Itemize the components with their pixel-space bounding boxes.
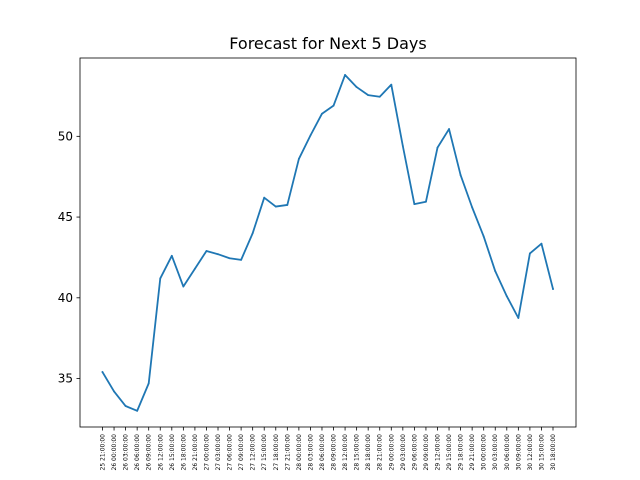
data-point <box>355 86 358 88</box>
data-point <box>240 258 243 261</box>
x-tick-label: 29 03:00:00 <box>400 434 407 471</box>
data-point <box>147 382 150 385</box>
data-point <box>344 74 346 76</box>
x-tick-label: 29 00:00:00 <box>388 434 395 471</box>
x-tick-label: 28 18:00:00 <box>365 434 372 471</box>
data-point <box>136 409 139 412</box>
y-tick-label: 35 <box>58 372 73 386</box>
data-point <box>159 277 162 280</box>
x-tick-label: 26 21:00:00 <box>192 434 199 471</box>
x-tick-label: 30 12:00:00 <box>527 434 534 471</box>
data-point <box>448 128 450 130</box>
data-point <box>274 205 277 208</box>
data-point <box>425 200 427 203</box>
data-point <box>390 83 393 86</box>
y-tick-label: 50 <box>58 129 73 143</box>
data-point <box>494 270 497 273</box>
x-tick-label: 28 12:00:00 <box>342 434 349 471</box>
x-tick-label: 30 09:00:00 <box>515 434 522 471</box>
x-tick-label: 30 15:00:00 <box>538 434 545 471</box>
data-point <box>517 317 520 319</box>
x-tick-label: 28 09:00:00 <box>331 434 338 471</box>
x-tick-label: 26 09:00:00 <box>146 434 153 471</box>
x-tick-label: 27 00:00:00 <box>203 434 210 471</box>
x-tick-label: 27 21:00:00 <box>284 434 291 471</box>
data-point <box>401 145 404 147</box>
data-point <box>228 257 231 260</box>
data-point <box>194 267 196 270</box>
data-point <box>309 134 312 137</box>
data-point <box>124 405 127 407</box>
data-point <box>505 295 508 298</box>
x-tick-label: 30 06:00:00 <box>504 434 511 471</box>
y-tick-label: 45 <box>58 210 73 224</box>
x-tick-label: 28 06:00:00 <box>319 434 326 471</box>
data-point <box>182 285 185 288</box>
forecast-line <box>101 74 555 412</box>
x-tick-label: 26 06:00:00 <box>134 434 141 471</box>
x-tick-label: 26 00:00:00 <box>111 434 118 471</box>
data-point <box>552 288 554 290</box>
data-point <box>413 203 416 206</box>
x-tick-label: 27 03:00:00 <box>215 434 222 471</box>
x-tick-label: 30 00:00:00 <box>481 434 488 471</box>
plot-frame <box>79 57 577 428</box>
data-point <box>297 158 300 160</box>
x-tick-label: 28 00:00:00 <box>296 434 303 471</box>
data-point <box>378 95 381 98</box>
data-point <box>367 94 370 97</box>
x-tick-label: 28 15:00:00 <box>354 434 361 471</box>
x-tick-label: 26 12:00:00 <box>157 434 164 471</box>
x-tick-label: 29 15:00:00 <box>446 434 453 471</box>
x-tick-label: 30 18:00:00 <box>550 434 557 471</box>
x-tick-label: 27 09:00:00 <box>238 434 245 471</box>
data-point <box>286 204 289 206</box>
x-tick-label: 27 18:00:00 <box>273 434 280 471</box>
x-tick-label: 30 03:00:00 <box>492 434 499 471</box>
y-tick-label: 40 <box>58 291 73 305</box>
data-point <box>332 104 335 107</box>
chart-title: Forecast for Next 5 Days <box>229 34 426 53</box>
data-point <box>251 232 254 235</box>
data-point <box>471 206 474 209</box>
x-tick-label: 29 09:00:00 <box>423 434 430 471</box>
data-point <box>436 146 439 149</box>
x-tick-label: 28 03:00:00 <box>307 434 314 471</box>
data-point <box>321 112 323 115</box>
data-point <box>482 235 485 238</box>
x-tick-label: 25 21:00:00 <box>100 434 107 471</box>
x-tick-label: 29 12:00:00 <box>434 434 441 471</box>
x-tick-label: 29 18:00:00 <box>458 434 465 471</box>
data-point <box>205 250 208 252</box>
data-point <box>113 390 115 393</box>
x-tick-label: 29 06:00:00 <box>411 434 418 471</box>
x-tick-label: 27 06:00:00 <box>227 434 234 471</box>
x-tick-label: 28 21:00:00 <box>377 434 384 471</box>
x-tick-label: 29 21:00:00 <box>469 434 476 471</box>
x-tick-label: 27 15:00:00 <box>261 434 268 471</box>
x-tick-label: 26 15:00:00 <box>169 434 176 471</box>
data-point <box>528 252 531 255</box>
data-point <box>263 196 266 199</box>
x-tick-label: 26 03:00:00 <box>123 434 130 471</box>
data-point <box>459 174 462 176</box>
x-tick-label: 26 18:00:00 <box>180 434 187 471</box>
plot-area: 35 40 45 50 25 21:00:00 26 00:00:00 26 03:00:0… <box>58 57 577 471</box>
x-tick-label: 27 12:00:00 <box>250 434 257 471</box>
data-point <box>540 242 543 245</box>
data-point <box>101 371 104 373</box>
data-point <box>217 253 219 256</box>
data-point <box>170 254 173 257</box>
